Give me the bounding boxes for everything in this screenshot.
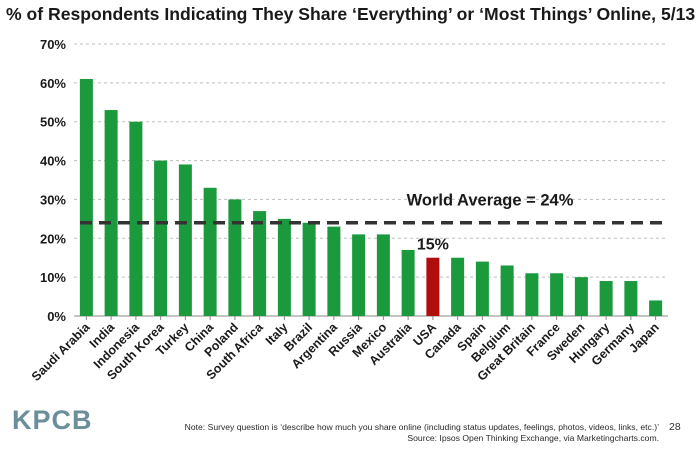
y-tick-label: 0% [47,309,66,324]
bar [376,234,390,316]
bar [178,164,192,316]
y-tick-label: 10% [40,270,66,285]
world-average-label: World Average = 24% [407,192,574,210]
bar [129,121,143,316]
bar [599,281,613,316]
y-tick-label: 30% [40,192,66,207]
bar [154,160,168,316]
bar [500,265,514,316]
page-number: 28 [669,421,681,433]
bar [649,300,663,316]
bar [475,261,489,316]
bar [426,257,440,316]
y-tick-label: 50% [40,115,66,130]
y-tick-label: 70% [40,37,66,52]
bar [451,257,465,316]
x-tick-label: Saudi Arabia [29,319,93,383]
bar [574,277,588,316]
bar [327,226,341,316]
bar [203,187,217,316]
source-note: Source: Ipsos Open Thinking Exchange, vi… [407,433,659,443]
bar [550,273,564,316]
y-tick-label: 40% [40,154,66,169]
y-tick-label: 60% [40,76,66,91]
bar [624,281,638,316]
bar-chart: 0%10%20%30%40%50%60%70%Saudi ArabiaIndia… [29,37,668,384]
bar [104,110,118,316]
highlight-data-label: 15% [417,237,449,254]
bar [352,234,366,316]
chart-title: % of Respondents Indicating They Share ‘… [6,4,696,24]
y-tick-label: 20% [40,231,66,246]
footnote: Note: Survey question is ‘describe how m… [99,422,659,444]
survey-note: Note: Survey question is ‘describe how m… [184,422,659,432]
bar [277,218,291,316]
kpcb-logo: KPCB [12,405,93,435]
bar [525,273,539,316]
bar [401,249,415,316]
bar [302,222,316,316]
bar [79,78,93,316]
bar [253,211,267,316]
bar [228,199,242,316]
